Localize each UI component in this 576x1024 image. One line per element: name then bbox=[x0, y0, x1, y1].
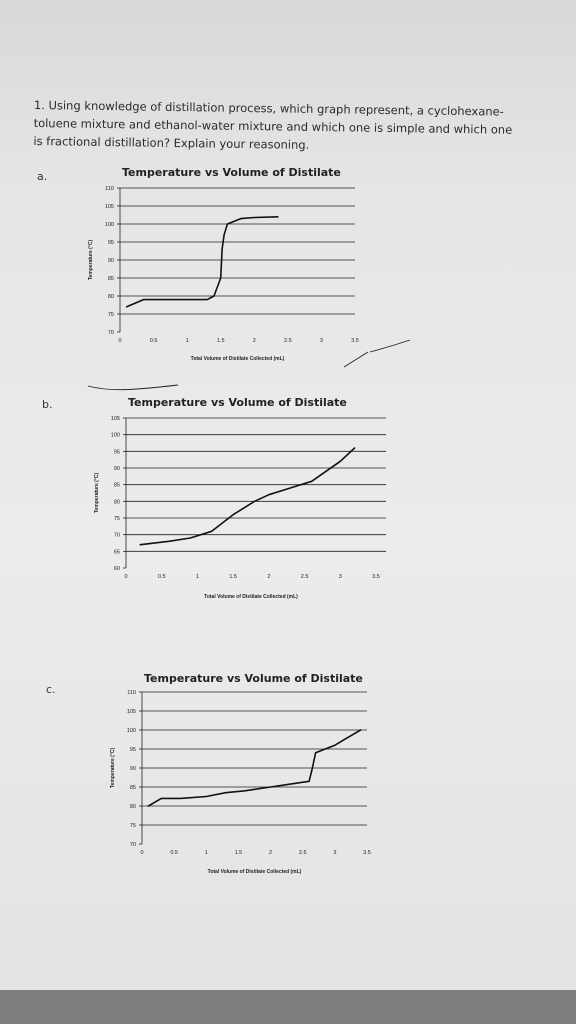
y-tick-label: 85 bbox=[114, 483, 120, 489]
x-tick-label: 1 bbox=[205, 850, 208, 856]
x-tick-label: 0.5 bbox=[150, 338, 158, 344]
y-tick-label: 100 bbox=[127, 728, 136, 734]
x-tick-label: 2 bbox=[269, 850, 272, 856]
y-tick-label: 85 bbox=[130, 785, 136, 791]
x-tick-label: 1.5 bbox=[229, 574, 237, 580]
x-tick-label: 1 bbox=[196, 574, 199, 580]
x-tick-label: 2.5 bbox=[299, 850, 307, 856]
x-axis-label: Total Volume of Distilate Collected (mL) bbox=[208, 869, 302, 875]
x-axis-label: Total Volume of Distilate Collected (mL) bbox=[204, 594, 298, 600]
chart-a: Temperature vs Volume of Distilate 70 75 80… bbox=[88, 166, 359, 362]
part-label-a: a. bbox=[37, 170, 48, 183]
x-tick-label: 3.5 bbox=[372, 574, 380, 580]
y-tick-label: 80 bbox=[114, 499, 120, 505]
chart-c: Temperature vs Volume of Distilate 70 75 80… bbox=[110, 672, 371, 875]
y-axis-label: Temperature (°C) bbox=[94, 473, 100, 514]
y-tick-label: 105 bbox=[105, 204, 114, 210]
x-tick-label: 1 bbox=[186, 338, 189, 344]
x-tick-label: 2 bbox=[253, 338, 256, 344]
y-tick-label: 90 bbox=[108, 258, 114, 264]
chart-title: Temperature vs Volume of Distilate bbox=[122, 166, 341, 179]
x-axis-label: Total Volume of Distilate Collected (mL) bbox=[191, 356, 285, 362]
series-line bbox=[125, 216, 279, 308]
x-tick-label: 3 bbox=[339, 574, 342, 580]
y-tick-label: 60 bbox=[114, 566, 120, 572]
y-tick-label: 80 bbox=[108, 294, 114, 300]
y-tick-label: 110 bbox=[105, 186, 114, 192]
y-axis-label: Temperature (°C) bbox=[110, 748, 116, 789]
y-tick-label: 75 bbox=[108, 312, 114, 318]
part-label-b: b. bbox=[42, 398, 53, 411]
y-tick-label: 65 bbox=[114, 549, 120, 555]
pen-stroke bbox=[343, 351, 369, 368]
y-tick-label: 70 bbox=[130, 842, 136, 848]
y-tick-label: 85 bbox=[108, 276, 114, 282]
x-tick-label: 2.5 bbox=[284, 338, 292, 344]
x-tick-label: 0 bbox=[124, 574, 127, 580]
x-tick-label: 1.5 bbox=[217, 338, 225, 344]
x-tick-label: 3.5 bbox=[363, 850, 371, 856]
y-tick-label: 105 bbox=[127, 709, 136, 715]
x-tick-label: 2 bbox=[267, 574, 270, 580]
x-tick-label: 0 bbox=[140, 850, 143, 856]
series-line bbox=[147, 729, 362, 807]
y-tick-label: 100 bbox=[111, 433, 120, 439]
y-tick-label: 95 bbox=[114, 449, 120, 455]
y-axis-label: Temperature (°C) bbox=[88, 240, 94, 281]
x-tick-label: 3 bbox=[333, 850, 336, 856]
y-tick-label: 75 bbox=[130, 823, 136, 829]
y-tick-label: 75 bbox=[114, 516, 120, 522]
y-tick-label: 95 bbox=[130, 747, 136, 753]
y-tick-label: 110 bbox=[127, 690, 136, 696]
y-tick-label: 100 bbox=[105, 222, 114, 228]
x-tick-label: 3 bbox=[320, 338, 323, 344]
x-tick-label: 0.5 bbox=[158, 574, 166, 580]
chart-title: Temperature vs Volume of Distilate bbox=[144, 672, 363, 685]
background-surface bbox=[0, 990, 576, 1024]
x-tick-label: 3.5 bbox=[351, 338, 359, 344]
series-line bbox=[139, 447, 356, 546]
y-tick-label: 80 bbox=[130, 804, 136, 810]
chart-b: Temperature vs Volume of Distilate 60 65 70… bbox=[94, 396, 386, 600]
y-tick-label: 90 bbox=[130, 766, 136, 772]
y-tick-label: 105 bbox=[111, 416, 120, 422]
x-tick-label: 0.5 bbox=[170, 850, 178, 856]
part-label-c: c. bbox=[46, 683, 56, 696]
y-tick-label: 95 bbox=[108, 240, 114, 246]
y-tick-label: 70 bbox=[108, 330, 114, 336]
x-tick-label: 0 bbox=[118, 338, 121, 344]
x-tick-label: 2.5 bbox=[301, 574, 309, 580]
chart-title: Temperature vs Volume of Distilate bbox=[128, 396, 347, 409]
y-tick-label: 70 bbox=[114, 533, 120, 539]
pen-stroke bbox=[369, 339, 411, 353]
x-tick-label: 1.5 bbox=[235, 850, 243, 856]
pen-stroke bbox=[87, 384, 179, 391]
y-tick-label: 90 bbox=[114, 466, 120, 472]
